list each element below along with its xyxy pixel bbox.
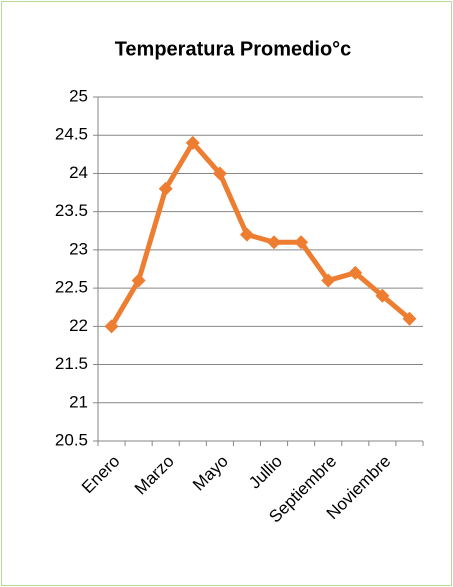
y-tick-label: 22.5 <box>55 278 88 297</box>
y-tick-label: 21 <box>69 392 88 411</box>
y-tick-label: 22 <box>69 316 88 335</box>
y-tick-label: 20.5 <box>55 430 88 449</box>
marker <box>185 135 200 150</box>
marker <box>239 227 254 242</box>
chart-title: Temperatura Promedio°c <box>115 38 352 60</box>
y-tick-label: 21.5 <box>55 354 88 373</box>
marker <box>212 166 227 181</box>
y-tick-label: 23.5 <box>55 201 88 220</box>
marker <box>131 273 146 288</box>
marker <box>294 235 309 250</box>
marker <box>348 265 363 280</box>
marker <box>104 319 119 334</box>
marker <box>158 181 173 196</box>
series-line <box>109 140 412 328</box>
y-tick-label: 24 <box>69 163 88 182</box>
y-tick-label: 24.5 <box>55 125 88 144</box>
y-tick-label: 23 <box>69 239 88 258</box>
y-tick-label: 25 <box>69 86 88 105</box>
marker <box>375 288 390 303</box>
marker <box>267 235 282 250</box>
marker <box>402 311 417 326</box>
marker <box>321 273 336 288</box>
